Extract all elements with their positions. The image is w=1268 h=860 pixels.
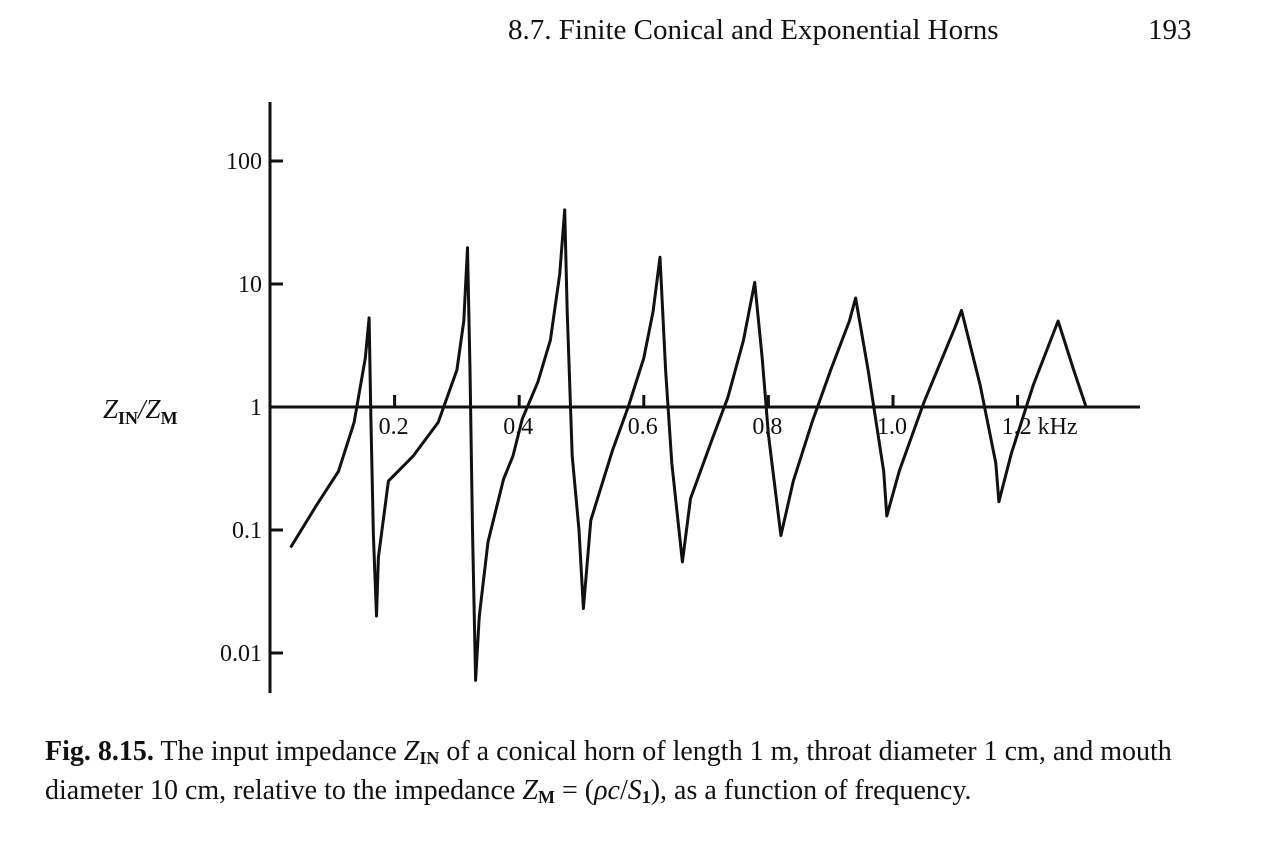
x-tick-label: 1.2 kHz [1002, 414, 1078, 440]
x-tick-label: 1.0 [877, 414, 907, 440]
chart-axes [268, 102, 1140, 693]
y-tick-label: 0.1 [232, 518, 262, 544]
y-tick-label: 0.01 [220, 641, 262, 667]
caption-label: Fig. 8.15. [45, 736, 154, 767]
y-tick-label: 100 [226, 149, 262, 175]
figure-caption: Fig. 8.15. The input impedance ZIN of a … [45, 736, 1172, 807]
impedance-curve [289, 208, 1088, 682]
y-tick-label: 10 [238, 272, 262, 298]
y-tick-label: 1 [250, 395, 262, 421]
running-head: 8.7. Finite Conical and Exponential Horn… [508, 14, 999, 46]
x-tick-label: 0.2 [379, 414, 409, 440]
y-axis-label: ZIN/ZM [103, 394, 178, 428]
x-tick-label: 0.6 [628, 414, 658, 440]
page-number: 193 [1148, 14, 1192, 46]
